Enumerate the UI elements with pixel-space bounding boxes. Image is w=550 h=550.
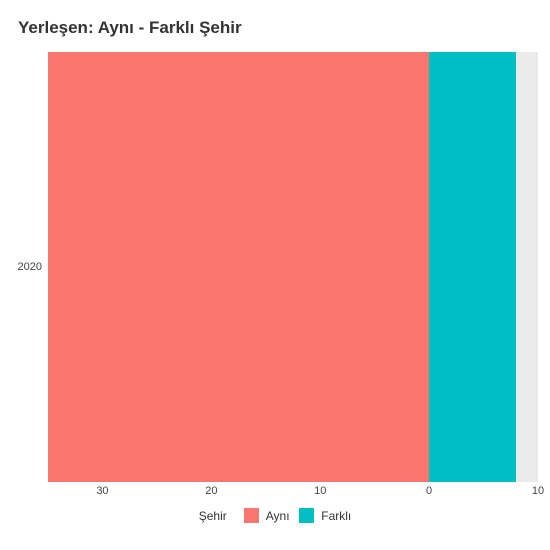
diverging-bar-chart: Yerleşen: Aynı - Farklı Şehir 2020 30 20 1… bbox=[0, 0, 550, 550]
x-tick-label: 10 bbox=[314, 485, 326, 497]
x-tick-label: 0 bbox=[426, 485, 432, 497]
chart-title: Yerleşen: Aynı - Farklı Şehir bbox=[18, 18, 538, 38]
y-axis: 2020 bbox=[12, 52, 48, 482]
x-tick-label: 30 bbox=[96, 485, 108, 497]
plot-row: 2020 bbox=[12, 52, 538, 482]
x-tick-label: 20 bbox=[205, 485, 217, 497]
legend-title: Şehir bbox=[199, 509, 227, 523]
bar-ayni bbox=[48, 52, 429, 482]
y-tick-label: 2020 bbox=[18, 261, 42, 273]
legend-label-ayni: Aynı bbox=[266, 509, 290, 523]
x-axis-row: 302010010 bbox=[12, 482, 538, 502]
legend-label-farkli: Farklı bbox=[321, 509, 351, 523]
x-axis: 302010010 bbox=[48, 482, 538, 502]
plot-panel bbox=[48, 52, 538, 482]
bar-farkli bbox=[429, 52, 516, 482]
x-tick-label: 10 bbox=[532, 485, 544, 497]
legend-swatch-ayni bbox=[244, 508, 259, 523]
legend: Şehir Aynı Farklı bbox=[12, 508, 538, 523]
legend-swatch-farkli bbox=[299, 508, 314, 523]
